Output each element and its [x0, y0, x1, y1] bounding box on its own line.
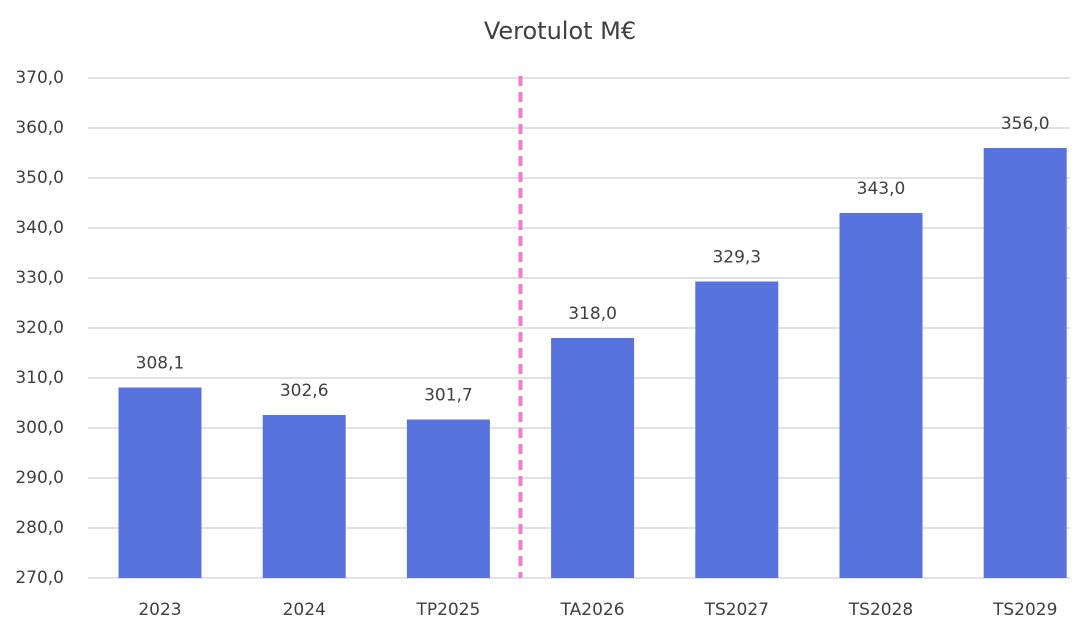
value-label: 308,1 — [136, 354, 185, 374]
value-label: 356,0 — [1001, 114, 1050, 134]
y-tick-label: 310,0 — [15, 368, 64, 388]
y-tick-label: 370,0 — [15, 68, 64, 88]
y-tick-label: 300,0 — [15, 418, 64, 438]
y-tick-label: 350,0 — [15, 168, 64, 188]
y-tick-label: 280,0 — [15, 518, 64, 538]
x-tick-label: TA2026 — [560, 600, 625, 620]
bar — [262, 415, 346, 578]
bar — [406, 419, 490, 578]
x-tick-label: TS2028 — [848, 600, 913, 620]
value-label: 318,0 — [568, 304, 617, 324]
x-tick-label: TS2029 — [992, 600, 1057, 620]
x-tick-label: TS2027 — [704, 600, 769, 620]
y-tick-label: 360,0 — [15, 118, 64, 138]
y-tick-label: 290,0 — [15, 468, 64, 488]
x-tick-label: 2024 — [283, 600, 326, 620]
value-label: 343,0 — [857, 179, 906, 199]
bar — [983, 148, 1067, 578]
y-tick-label: 270,0 — [15, 568, 64, 588]
bar — [695, 281, 779, 578]
y-tick-label: 320,0 — [15, 318, 64, 338]
value-label: 301,7 — [424, 386, 473, 406]
y-tick-label: 340,0 — [15, 218, 64, 238]
y-tick-label: 330,0 — [15, 268, 64, 288]
bar — [551, 338, 635, 578]
x-tick-label: TP2025 — [415, 600, 480, 620]
bar — [118, 387, 202, 578]
chart-title: Verotulot M€ — [484, 17, 636, 45]
x-tick-label: 2023 — [138, 600, 181, 620]
value-label: 329,3 — [712, 248, 761, 268]
value-label: 302,6 — [280, 381, 329, 401]
bar — [839, 213, 923, 578]
